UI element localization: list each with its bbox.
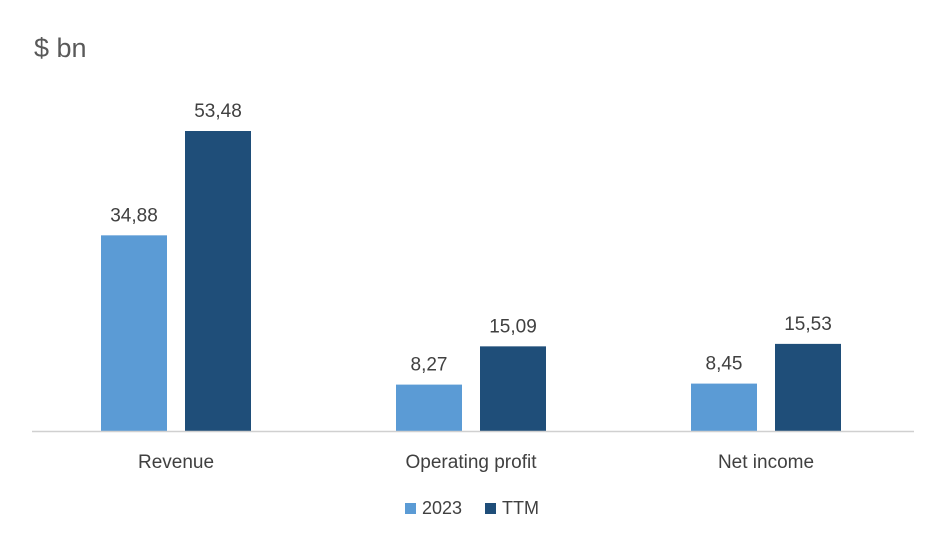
- legend-label-2023: 2023: [422, 498, 462, 518]
- bars-layer: [101, 131, 841, 431]
- x-tick-label-net-income: Net income: [718, 452, 814, 473]
- bar-revenue-2023: [101, 235, 167, 431]
- bar-operating-profit-2023: [396, 384, 462, 431]
- bar-operating-profit-ttm: [480, 346, 546, 431]
- bar-net-income-ttm: [775, 343, 841, 431]
- legend: 2023 TTM: [405, 498, 539, 518]
- data-label-operating-profit-ttm: 15,09: [489, 316, 537, 337]
- chart-title: $ bn: [34, 33, 87, 63]
- x-tick-label-operating-profit: Operating profit: [406, 452, 538, 473]
- data-label-net-income-2023: 8,45: [706, 354, 743, 375]
- data-label-net-income-ttm: 15,53: [784, 314, 832, 335]
- data-label-operating-profit-2023: 8,27: [411, 355, 448, 376]
- data-label-revenue-2023: 34,88: [110, 205, 158, 226]
- legend-swatch-2023: [405, 503, 416, 514]
- legend-label-ttm: TTM: [502, 498, 539, 518]
- x-tick-label-revenue: Revenue: [138, 452, 214, 473]
- data-label-revenue-ttm: 53,48: [194, 101, 242, 122]
- bar-net-income-2023: [691, 383, 757, 431]
- legend-swatch-ttm: [485, 503, 496, 514]
- bar-revenue-ttm: [185, 131, 251, 431]
- labels-layer: 34,88 53,48 Revenue 8,27 15,09 Operating prof…: [110, 101, 832, 473]
